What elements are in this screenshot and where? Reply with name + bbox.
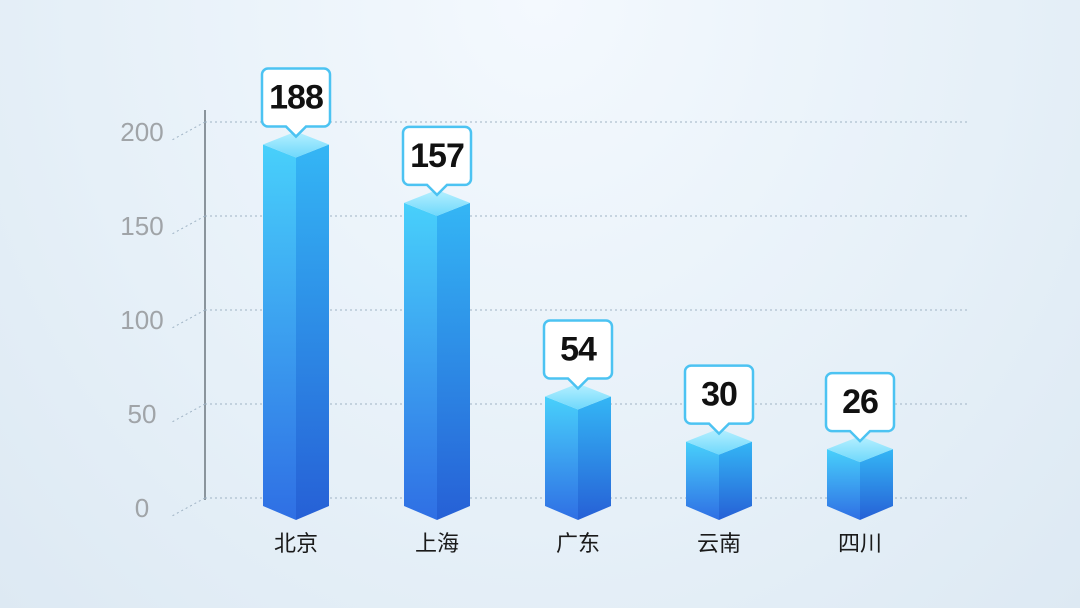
label-callout	[401, 125, 473, 197]
bar-top-face	[404, 189, 470, 216]
bar-left-face	[263, 144, 296, 520]
data-label: 26	[842, 383, 878, 421]
bar-left-face	[827, 449, 860, 520]
y-tick-label: 150	[120, 211, 163, 241]
data-label: 157	[410, 137, 464, 175]
tick-mark	[171, 215, 206, 235]
x-tick-label: 广东	[556, 531, 600, 556]
x-tick-label: 四川	[838, 531, 882, 556]
tick-mark	[171, 403, 206, 423]
y-tick-label: 0	[135, 493, 149, 523]
label-callout	[824, 371, 896, 443]
bar-top-face	[263, 131, 329, 158]
x-tick-label: 上海	[415, 531, 459, 556]
label-callout	[260, 67, 332, 139]
bar	[404, 189, 470, 520]
bar-right-face	[437, 202, 470, 520]
x-tick-label: 北京	[274, 531, 318, 556]
y-tick-label: 50	[128, 399, 157, 429]
bar-left-face	[545, 396, 578, 520]
bar-top-face	[545, 383, 611, 410]
bar-right-face	[860, 449, 893, 520]
bar-left-face	[404, 202, 437, 520]
tick-mark	[171, 121, 206, 141]
bar-right-face	[719, 441, 752, 520]
bar-top-face	[686, 428, 752, 455]
bar	[545, 383, 611, 520]
y-tick-label: 100	[120, 305, 163, 335]
label-callout	[683, 364, 755, 436]
data-label: 54	[560, 330, 597, 368]
data-label: 30	[701, 376, 737, 414]
tick-mark	[171, 309, 206, 329]
bar	[686, 428, 752, 520]
x-tick-label: 云南	[697, 531, 741, 556]
bar-top-face	[827, 436, 893, 463]
data-label: 188	[269, 79, 323, 117]
bar-right-face	[296, 144, 329, 520]
bar	[263, 131, 329, 520]
tick-mark	[171, 497, 206, 517]
label-callout	[542, 319, 614, 391]
y-tick-label: 200	[120, 117, 163, 147]
bar	[827, 436, 893, 520]
bar-left-face	[686, 441, 719, 520]
bar-right-face	[578, 396, 611, 520]
